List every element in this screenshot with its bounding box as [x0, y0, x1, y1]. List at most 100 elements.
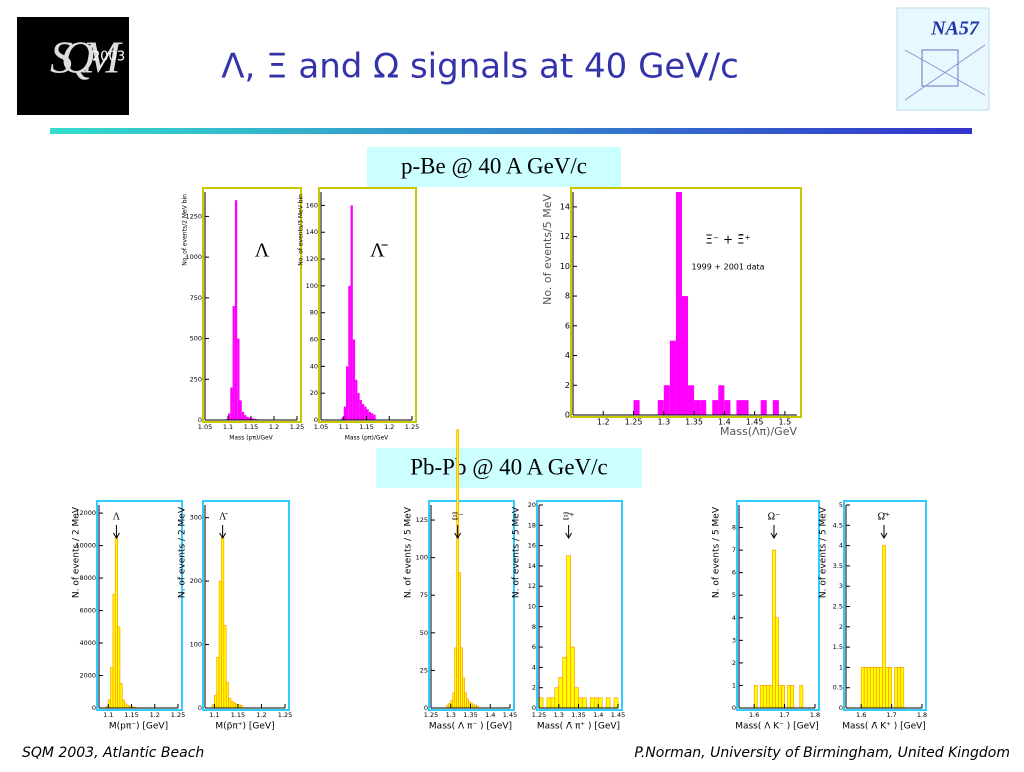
histogram-bar [348, 286, 350, 420]
x-tick-label: 1.1 [339, 423, 349, 431]
histogram-bar [772, 550, 775, 708]
y-tick-label: 7 [732, 546, 736, 554]
histogram-bar [898, 667, 901, 708]
y-tick-label: 12 [528, 582, 536, 590]
histogram-bar [861, 667, 864, 708]
y-tick-label: 125 [416, 516, 428, 524]
y-tick-label: 40 [310, 362, 318, 370]
y-tick-label: 5 [839, 501, 843, 509]
x-axis-label: M(p̄π⁺) [GeV] [215, 722, 274, 732]
histogram-bar [800, 685, 803, 708]
histogram-bar [724, 400, 730, 415]
y-tick-label: 2 [839, 623, 843, 631]
histogram-bar [373, 415, 375, 420]
histogram-bar [763, 685, 766, 708]
histogram-bar [895, 667, 898, 708]
histogram-bar [682, 296, 688, 415]
x-tick-label: 1.15 [124, 711, 138, 719]
x-axis-label: Mass(Λπ)/GeV [720, 425, 797, 438]
histogram-bar [901, 667, 904, 708]
histogram-bar [360, 400, 362, 420]
histogram-bar [864, 667, 867, 708]
y-tick-label: 14 [528, 562, 536, 570]
histogram-bar [867, 667, 870, 708]
y-tick-label: 10 [528, 603, 536, 611]
y-tick-label: 0.5 [833, 684, 843, 692]
y-tick-label: 6 [532, 643, 536, 651]
y-tick-label: 3.5 [833, 562, 843, 570]
y-tick-label: 8 [532, 623, 536, 631]
histogram-bar [769, 685, 772, 708]
y-tick-label: 250 [190, 375, 202, 383]
x-tick-label: 1.6 [749, 711, 759, 719]
histogram-bar [539, 698, 543, 708]
x-tick-label: 1.25 [171, 711, 185, 719]
x-axis-label: Mass( Λ̄ π⁺ ) [GeV] [537, 722, 620, 732]
histogram-bar [579, 698, 583, 708]
histogram-bar [879, 667, 882, 708]
y-tick-label: 50 [420, 629, 428, 637]
y-tick-label: 100 [306, 282, 318, 290]
x-tick-label: 1.25 [290, 423, 304, 431]
histogram-bar [571, 647, 575, 708]
histogram-bar [788, 685, 791, 708]
histogram-bar [240, 400, 242, 420]
annotation: Ξ⁻ [452, 511, 464, 522]
y-tick-label: 140 [306, 228, 318, 236]
y-tick-label: 14 [560, 202, 570, 211]
title: Λ, Ξ and Ω signals at 40 GeV/c [221, 47, 739, 87]
histogram-bar [634, 400, 640, 415]
x-axis-label: Mass( Λ π⁻ ) [GeV] [429, 722, 512, 732]
histogram-bar [606, 698, 610, 708]
x-tick-label: 1.35 [685, 418, 703, 427]
histogram-bar [551, 698, 555, 708]
y-tick-label: 0 [732, 704, 736, 712]
y-tick-label: 100 [190, 641, 202, 649]
y-tick-label: 4.5 [833, 521, 843, 529]
histogram-bar [779, 685, 782, 708]
histogram-bar [355, 380, 357, 420]
x-tick-label: 1.6 [856, 711, 866, 719]
histogram-bar [362, 404, 364, 420]
histogram-bar [567, 556, 571, 708]
x-tick-label: 1.2 [256, 711, 266, 719]
x-tick-label: 1.1 [223, 423, 233, 431]
annotation: Ω⁻ [768, 511, 781, 522]
histogram-bar [688, 385, 694, 415]
y-axis-label: No. of events/3 MeV bin [298, 194, 305, 266]
annotation: Λ̄ [370, 240, 389, 262]
histogram-bar [766, 685, 769, 708]
histogram-bar [221, 537, 223, 708]
frame [97, 501, 182, 710]
footer-left: SQM 2003, Atlantic Beach [22, 745, 204, 761]
y-tick-label: 200 [190, 577, 202, 585]
y-tick-label: 750 [190, 294, 202, 302]
histogram-bar [226, 683, 228, 708]
histogram-bar [224, 626, 226, 708]
histogram-bar [559, 678, 563, 708]
histogram-bar [371, 413, 373, 420]
histogram-bar [676, 192, 682, 415]
logo-year: 2003 [92, 50, 125, 65]
x-axis-label: Mass( Λ̄ K⁺ ) [GeV] [842, 722, 926, 732]
y-tick-label: 1.5 [833, 643, 843, 651]
histogram-bar [242, 412, 244, 420]
title-rule [50, 128, 972, 134]
histogram-bar [882, 546, 885, 708]
histogram-bar [761, 400, 767, 415]
frame [429, 501, 514, 710]
histogram-bar [219, 581, 221, 708]
y-tick-label: 4000 [79, 639, 96, 647]
histogram-bar [886, 667, 889, 708]
label-pbpb: Pb-Pb @ 40 A GeV/c [410, 454, 608, 479]
x-tick-label: 1.05 [198, 423, 212, 431]
histogram-bar [791, 685, 794, 708]
y-axis-label: No. of events/5 MeV [541, 194, 554, 305]
x-tick-label: 1.1 [209, 711, 219, 719]
y-tick-label: 0 [565, 411, 570, 420]
annotation: Λ̄ [219, 511, 228, 522]
y-tick-label: 4 [732, 614, 736, 622]
frame [537, 501, 622, 710]
y-tick-label: 12 [560, 232, 570, 241]
histogram-bar [235, 200, 237, 420]
